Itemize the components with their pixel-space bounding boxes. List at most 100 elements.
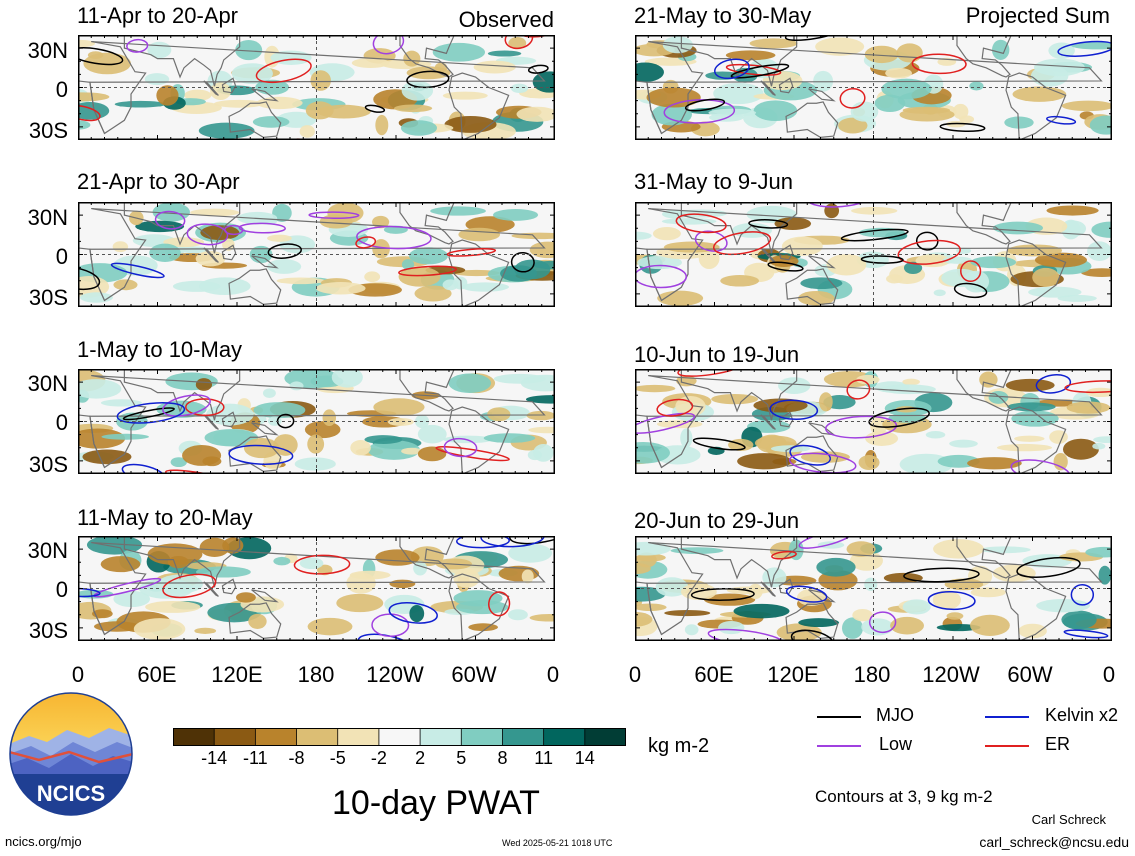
map-panel-graphic	[78, 202, 555, 307]
pwat-anomaly-shade	[841, 617, 864, 639]
pwat-anomaly-shade	[112, 241, 129, 253]
coastline	[635, 247, 663, 301]
pwat-anomaly-shade	[1091, 221, 1112, 238]
colorbar-tick-label: 14	[574, 748, 595, 768]
pwat-anomaly-shade	[213, 99, 265, 108]
pwat-anomaly-shade	[1036, 599, 1091, 613]
pwat-anomaly-shade	[349, 570, 391, 580]
contour-line	[860, 255, 904, 264]
pwat-anomaly-shade	[190, 208, 240, 217]
contour-line	[730, 63, 790, 79]
pwat-anomaly-shade	[656, 420, 703, 429]
pwat-anomaly-shade	[144, 73, 170, 86]
pwat-anomaly-shade	[713, 82, 764, 105]
pwat-anomaly-shade	[899, 107, 955, 122]
coastline	[203, 581, 219, 597]
pwat-anomaly-shade	[350, 440, 371, 456]
panel-date-label: 1-May to 10-May	[77, 337, 243, 362]
coastline	[228, 268, 282, 305]
pwat-anomaly-shade	[1032, 267, 1060, 287]
coastline	[785, 435, 839, 472]
lon-label: 120W	[922, 662, 980, 687]
coastline	[78, 247, 106, 301]
contour-line	[839, 87, 866, 109]
legend-low-label: Low	[879, 734, 913, 754]
colorbar-swatch	[337, 728, 380, 746]
pwat-anomaly-shade	[199, 277, 251, 295]
contour-line	[707, 628, 784, 641]
contour-line	[527, 64, 549, 74]
contour-line	[371, 613, 410, 638]
pwat-anomaly-shade	[652, 227, 681, 241]
contour-line	[824, 415, 898, 439]
pwat-anomaly-shade	[316, 281, 366, 295]
pwat-anomaly-shade	[1046, 205, 1099, 216]
lat-label: 0	[55, 577, 68, 602]
colorbar-swatch	[296, 728, 339, 746]
pwat-anomaly-shade	[273, 434, 298, 456]
contour-line	[635, 412, 696, 434]
pwat-anomaly-shade	[483, 433, 536, 443]
pwat-anomaly-shade	[78, 39, 96, 48]
contour-line	[784, 35, 845, 41]
pwat-anomaly-shade	[248, 613, 267, 629]
colorbar-swatch	[420, 728, 462, 746]
map-panel	[78, 35, 555, 140]
pwat-anomaly-shade	[733, 603, 790, 619]
pwat-anomaly-shade	[902, 599, 931, 615]
pwat-anomaly-shade	[184, 89, 212, 101]
contour-line	[897, 239, 961, 265]
pwat-anomaly-shade	[684, 624, 699, 636]
pwat-anomaly-shade	[635, 562, 651, 575]
pwat-anomaly-shade	[661, 218, 717, 225]
pwat-anomaly-shade	[815, 37, 865, 56]
contour-line	[785, 585, 828, 603]
contour-line	[78, 587, 101, 598]
coastline	[1005, 406, 1067, 474]
contour-line	[713, 58, 750, 80]
pwat-anomaly-shade	[1062, 438, 1099, 460]
colorbar-tick-label: -2	[370, 748, 387, 768]
contour-line	[927, 590, 976, 611]
pwat-anomaly-shade	[970, 256, 1017, 269]
colorbar-swatch	[255, 728, 298, 746]
pwat-anomaly-shade	[114, 100, 167, 108]
pwat-anomaly-shade	[375, 114, 389, 136]
pwat-anomaly-shade	[902, 378, 920, 386]
pwat-anomaly-shade	[510, 83, 529, 93]
pwat-anomaly-shade	[317, 564, 333, 576]
contour-line	[1064, 380, 1112, 394]
coastline	[399, 35, 455, 78]
pwat-anomaly-shade	[1061, 610, 1097, 630]
coastline	[448, 406, 510, 474]
contour-line	[675, 213, 727, 234]
pwat-anomaly-shade	[949, 439, 978, 448]
pwat-anomaly-shade	[753, 398, 808, 413]
pwat-anomaly-shade	[737, 453, 792, 470]
pwat-anomaly-shade	[890, 616, 924, 635]
pwat-anomaly-shade	[373, 398, 425, 416]
pwat-anomaly-shade	[163, 237, 205, 248]
pwat-anomaly-shade	[635, 553, 666, 562]
legend-er-label: ER	[1045, 734, 1071, 754]
pwat-anomaly-shade	[409, 604, 425, 623]
pwat-anomaly-shade	[508, 36, 527, 50]
pwat-anomaly-shade	[532, 71, 555, 93]
pwat-anomaly-shade	[210, 82, 232, 100]
pwat-anomaly-shade	[252, 116, 290, 128]
pwat-anomaly-shade	[156, 85, 179, 106]
ncics-logo-graphic: NCICS	[9, 692, 133, 816]
coastline	[635, 581, 663, 635]
pwat-anomaly-shade	[194, 627, 217, 634]
pwat-anomaly-shade	[182, 444, 222, 466]
coastline	[808, 255, 836, 269]
coastline	[760, 80, 776, 96]
pwat-anomaly-shade	[101, 433, 150, 440]
pwat-anomaly-shade	[145, 600, 201, 613]
contour-line	[690, 588, 755, 601]
lon-label: 0	[546, 662, 560, 687]
lon-label: 0	[71, 662, 85, 687]
pwat-anomaly-shade	[925, 430, 946, 439]
pwat-anomaly-shade	[364, 435, 403, 444]
contour-line	[769, 399, 819, 420]
